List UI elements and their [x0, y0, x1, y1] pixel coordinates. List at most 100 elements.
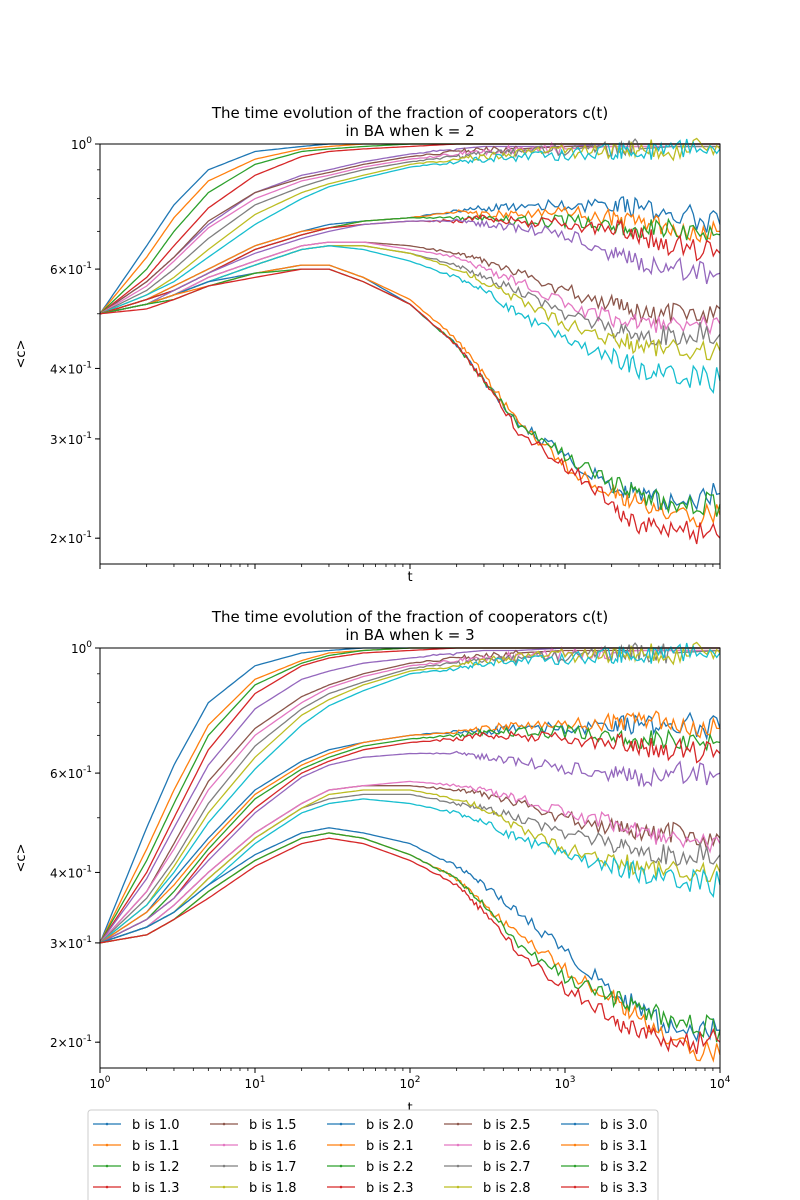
legend-entry: b is 2.3 [327, 1181, 414, 1196]
y-tick-label: 100 [71, 640, 92, 656]
series-line [99, 143, 720, 315]
y-tick-label: 3×10-1 [50, 935, 92, 951]
legend-marker [222, 1122, 226, 1126]
series-line [99, 143, 720, 315]
legend-entry: b is 3.2 [561, 1160, 648, 1175]
chart-title: The time evolution of the fraction of co… [211, 104, 608, 122]
legend-label: b is 1.5 [249, 1118, 297, 1133]
legend-entry: b is 1.0 [93, 1118, 180, 1133]
legend-marker [573, 1185, 577, 1189]
series-line [99, 143, 720, 315]
series-line [99, 837, 721, 1055]
series-line [99, 780, 721, 944]
series-line [99, 827, 721, 1043]
y-tick-label: 4×10-1 [50, 864, 92, 880]
legend-label: b is 3.2 [600, 1160, 648, 1175]
legend-entry: b is 1.5 [210, 1118, 297, 1133]
series-line [99, 645, 720, 944]
legend: b is 1.0 b is 1.1 b is 1.2 b is 1.3 b is 1.5… [87, 1109, 659, 1200]
series-line [99, 750, 721, 944]
y-tick-label: 2×10-1 [50, 1034, 92, 1050]
series-line [99, 724, 721, 944]
legend-marker [573, 1122, 577, 1126]
series-layer [99, 137, 721, 545]
series-line [99, 138, 721, 315]
legend-entry: b is 3.1 [561, 1139, 648, 1154]
legend-label: b is 1.1 [132, 1139, 180, 1154]
legend-marker [339, 1122, 343, 1126]
legend-marker [222, 1164, 226, 1168]
chart-subtitle: in BA when k = 2 [345, 122, 474, 140]
legend-entry: b is 2.5 [444, 1118, 531, 1133]
x-axis [99, 564, 721, 569]
legend-label: b is 2.3 [366, 1181, 414, 1196]
legend-marker [456, 1143, 460, 1147]
legend-label: b is 2.7 [483, 1160, 531, 1175]
series-line [99, 241, 721, 325]
x-tick-label: 103 [554, 1075, 575, 1091]
series-line [99, 268, 721, 545]
legend-marker [573, 1164, 577, 1168]
legend-entries: b is 1.0 b is 1.1 b is 1.2 b is 1.3 b is 1.5… [93, 1118, 648, 1196]
x-axis: 100 101 102 103 104 [89, 1068, 731, 1091]
series-line [99, 647, 720, 944]
legend-label: b is 1.0 [132, 1118, 180, 1133]
legend-entry: b is 2.1 [327, 1139, 414, 1154]
legend-marker [339, 1164, 343, 1168]
legend-entry: b is 2.6 [444, 1139, 531, 1154]
chart-panel-k3: The time evolution of the fraction of co… [14, 608, 731, 1116]
legend-entry: b is 1.2 [93, 1160, 180, 1175]
y-axis-label: <c> [14, 844, 29, 873]
legend-marker [105, 1185, 109, 1189]
y-axis: 100 6×10-1 4×10-1 3×10-1 2×10-1 [50, 640, 100, 1050]
chart-title: The time evolution of the fraction of co… [211, 608, 608, 626]
y-tick-label: 100 [71, 136, 92, 152]
x-tick-label: 102 [399, 1075, 420, 1091]
chart-subtitle: in BA when k = 3 [345, 626, 474, 644]
series-line [99, 264, 721, 512]
x-tick-label: 104 [709, 1075, 730, 1091]
series-line [99, 647, 720, 944]
x-tick-label: 101 [244, 1075, 265, 1091]
series-line [99, 832, 721, 1043]
series-line [99, 789, 721, 944]
legend-entry: b is 1.3 [93, 1181, 180, 1196]
legend-marker [222, 1185, 226, 1189]
legend-entry: b is 1.7 [210, 1160, 297, 1175]
y-tick-label: 6×10-1 [50, 261, 92, 277]
x-axis-label: t [407, 1101, 412, 1116]
plot-frame [99, 143, 721, 565]
legend-box [87, 1109, 659, 1200]
series-line [99, 710, 721, 944]
series-line [99, 649, 720, 944]
y-tick-label: 4×10-1 [50, 360, 92, 376]
series-line [99, 145, 720, 315]
y-axis-label: <c> [14, 340, 29, 369]
series-line [99, 143, 720, 315]
legend-label: b is 3.0 [600, 1118, 648, 1133]
series-line [99, 642, 721, 944]
legend-entry: b is 3.3 [561, 1181, 648, 1196]
chart-panel-k2: The time evolution of the fraction of co… [14, 104, 721, 585]
legend-entry: b is 2.2 [327, 1160, 414, 1175]
series-line [99, 218, 721, 315]
series-line [99, 647, 720, 944]
legend-marker [456, 1122, 460, 1126]
legend-entry: b is 2.8 [444, 1181, 531, 1196]
series-line [99, 730, 721, 944]
legend-marker [105, 1164, 109, 1168]
series-line [99, 798, 721, 944]
legend-label: b is 2.5 [483, 1118, 531, 1133]
legend-entry: b is 2.0 [327, 1118, 414, 1133]
legend-entry: b is 1.6 [210, 1139, 297, 1154]
legend-entry: b is 1.1 [93, 1139, 180, 1154]
legend-label: b is 2.0 [366, 1118, 414, 1133]
legend-marker [339, 1185, 343, 1189]
series-line [99, 647, 720, 944]
legend-marker [105, 1122, 109, 1126]
legend-marker [222, 1143, 226, 1147]
legend-marker [105, 1143, 109, 1147]
legend-marker [456, 1185, 460, 1189]
series-line [99, 264, 721, 528]
